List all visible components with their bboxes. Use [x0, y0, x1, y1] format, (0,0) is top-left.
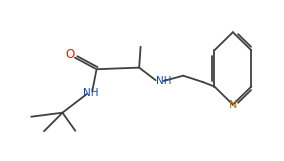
Text: N: N	[229, 100, 237, 110]
Text: O: O	[65, 48, 74, 61]
Text: NH: NH	[83, 88, 99, 98]
Text: NH: NH	[156, 76, 171, 86]
